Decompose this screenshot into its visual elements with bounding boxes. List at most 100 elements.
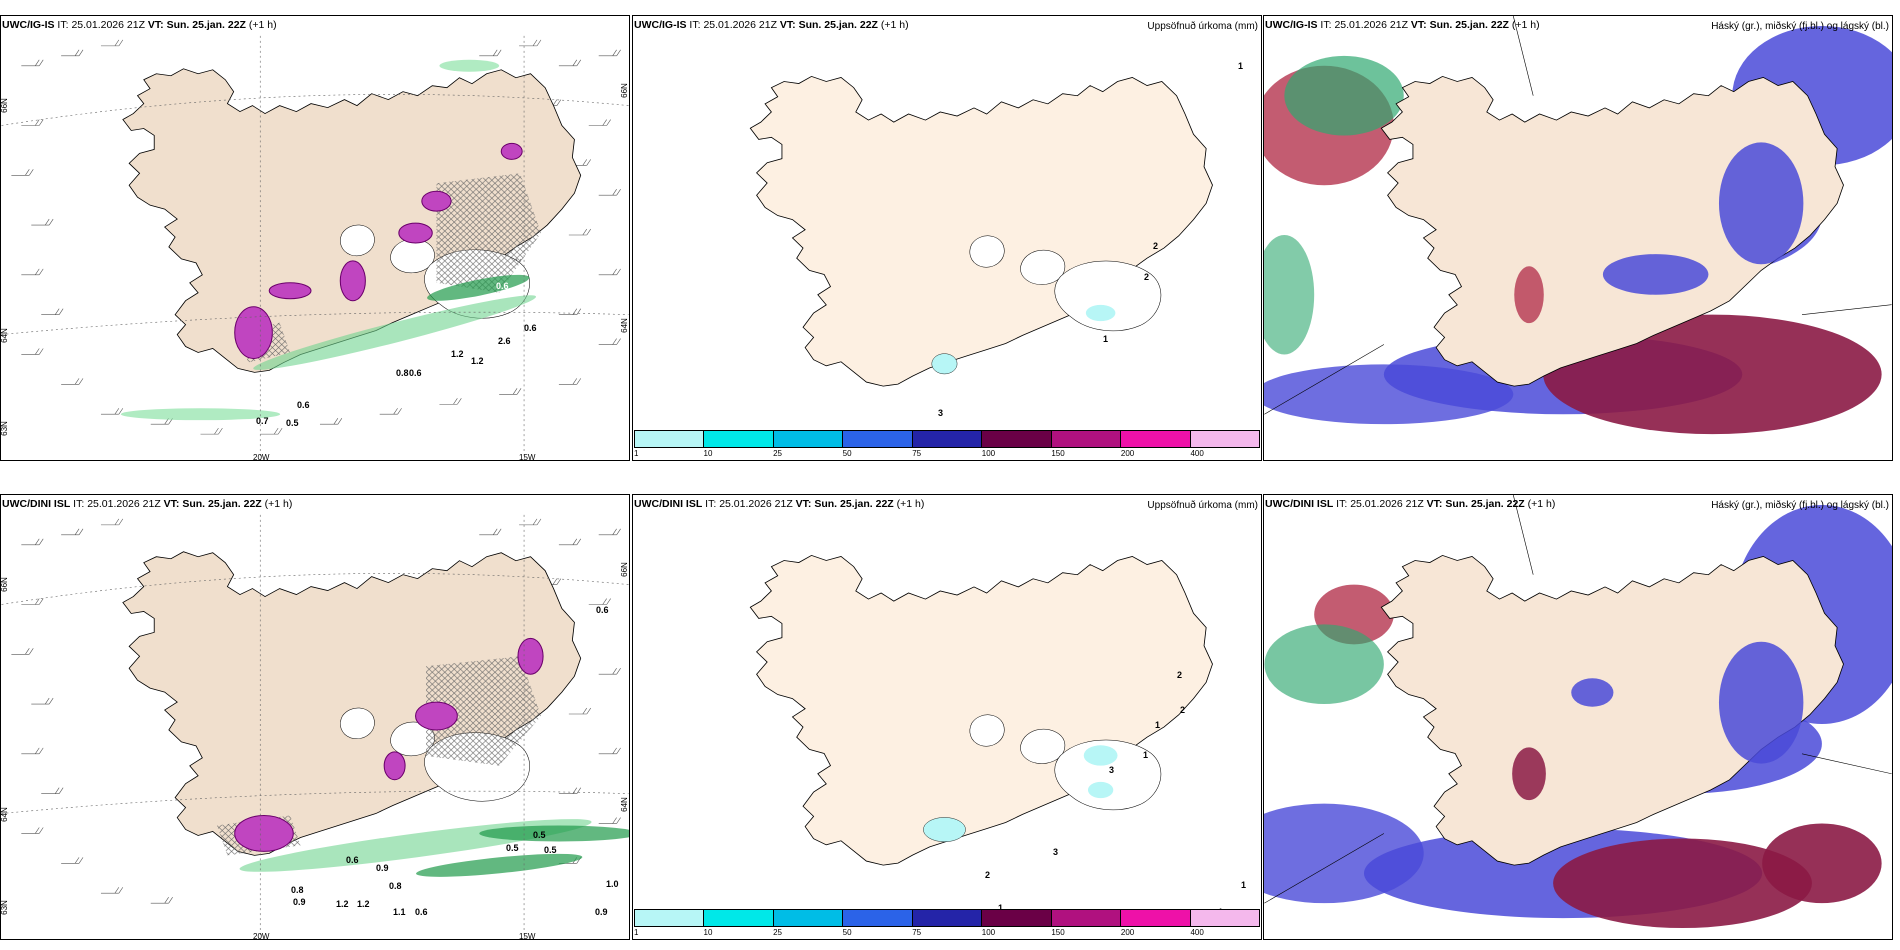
panel-top-precip: UWC/IG-IS IT: 25.01.2026 21Z VT: Sun. 25… <box>632 15 1262 461</box>
panel-top-clouds: UWC/IG-IS IT: 25.01.2026 21Z VT: Sun. 25… <box>1263 15 1893 461</box>
legend-tick-label: 100 <box>981 928 996 937</box>
precip-value: 2 <box>1180 705 1186 715</box>
vt-label: VT: <box>163 498 180 510</box>
legend-swatch <box>982 431 1052 447</box>
it-label: IT: <box>1320 19 1332 31</box>
legend-colorbar <box>634 430 1260 448</box>
legend-tick-label: 10 <box>703 928 713 937</box>
value-label: 0.6 <box>496 281 509 291</box>
lead-time: (+1 h) <box>880 19 909 31</box>
lon-label-20: 20W <box>253 932 270 940</box>
precip-value: 3 <box>1053 847 1059 857</box>
vt-value: Sun. 25.jan. 22Z <box>1429 19 1509 31</box>
legend-swatch <box>1121 910 1191 926</box>
legend-swatch <box>1121 431 1191 447</box>
legend-tick-label: 10 <box>703 449 713 458</box>
value-label: 1.2 <box>357 899 370 909</box>
vt-label: VT: <box>795 498 812 510</box>
vt-value: Sun. 25.jan. 22Z <box>166 19 246 31</box>
value-label: 0.8 <box>291 885 304 895</box>
legend-tick-label: 200 <box>1120 449 1135 458</box>
legend-tick-label: 400 <box>1190 928 1204 937</box>
value-label: 1.2 <box>336 899 349 909</box>
value-label: 0.5 <box>286 418 299 428</box>
panel-bottom-precip: UWC/DINI ISL IT: 25.01.2026 21Z VT: Sun.… <box>632 494 1262 940</box>
lat-label-66: 66N <box>0 98 9 113</box>
value-label: 0.5 <box>533 830 546 840</box>
lat-label-63: 63N <box>0 900 9 915</box>
legend-swatch <box>1190 910 1259 926</box>
lat-label-63: 63N <box>0 421 9 436</box>
value-label: 0.5 <box>544 845 557 855</box>
legend-swatch <box>773 431 844 447</box>
legend-swatch <box>1051 910 1122 926</box>
vt-label: VT: <box>1410 19 1427 31</box>
value-label: 0.6 <box>346 855 359 865</box>
legend-swatch <box>704 910 774 926</box>
legend-labels: 1 10 25 50 75 100 150 200 400 <box>634 928 1260 938</box>
vt-label: VT: <box>1426 498 1443 510</box>
precip-value: 3 <box>938 408 944 418</box>
value-label: 0.9 <box>376 863 389 873</box>
value-label: 0.6 <box>297 400 310 410</box>
legend-tick-label: 75 <box>912 449 922 458</box>
vt-value: Sun. 25.jan. 22Z <box>1445 498 1525 510</box>
value-label: 0.9 <box>293 897 306 907</box>
lat-label-66-right: 66N <box>619 562 629 577</box>
vt-label: VT: <box>147 19 164 31</box>
header-bottom-middle: UWC/DINI ISL IT: 25.01.2026 21Z VT: Sun.… <box>634 498 924 510</box>
cloud-title: Háský (gr.), miðský (fj.bl.) og lágský (… <box>1711 500 1889 511</box>
lat-label-64-right: 64N <box>619 797 629 812</box>
legend-swatch <box>843 910 913 926</box>
precip-value: 1 <box>1143 750 1149 760</box>
value-label: 0.5 <box>506 843 519 853</box>
value-label: 0.6 <box>415 907 428 917</box>
it-label: IT: <box>705 498 717 510</box>
legend-swatch <box>635 431 705 447</box>
lon-label-15: 15W <box>519 453 536 461</box>
model-name: UWC/DINI ISL <box>2 498 71 510</box>
value-label: 0.7 <box>256 416 269 426</box>
legend-swatch <box>843 431 913 447</box>
legend-swatch <box>982 910 1052 926</box>
header-bottom-right: UWC/DINI ISL IT: 25.01.2026 21Z VT: Sun.… <box>1265 498 1555 510</box>
vt-label: VT: <box>779 19 796 31</box>
precip-value: 1 <box>1103 334 1109 344</box>
precip-map-top <box>749 75 1214 387</box>
value-label: 0.9 <box>595 907 608 917</box>
wind-precip-map-bottom <box>1 514 629 939</box>
legend-tick-label: 75 <box>912 928 922 937</box>
value-label: 1.2 <box>471 356 484 366</box>
cloud-map-top <box>1264 16 1892 460</box>
legend-swatch <box>1051 431 1122 447</box>
value-label: 0.6 <box>409 368 422 378</box>
lat-label-66: 66N <box>0 577 9 592</box>
legend-tick-label: 25 <box>773 928 783 937</box>
value-label: 2.6 <box>498 336 511 346</box>
lon-label-15: 15W <box>519 932 536 940</box>
lat-label-64: 64N <box>0 807 9 822</box>
lat-label-64: 64N <box>0 328 9 343</box>
precip-value: 3 <box>1109 765 1115 775</box>
model-name: UWC/IG-IS <box>2 19 55 31</box>
legend-tick-label: 150 <box>1051 928 1065 937</box>
model-name: UWC/IG-IS <box>634 19 687 31</box>
value-label: 1.2 <box>451 349 464 359</box>
it-value: 25.01.2026 21Z <box>71 19 145 31</box>
it-value: 25.01.2026 21Z <box>1350 498 1424 510</box>
model-name: UWC/IG-IS <box>1265 19 1318 31</box>
legend-swatch <box>1190 431 1259 447</box>
panel-top-wind-precip: UWC/IG-IS IT: 25.01.2026 21Z VT: Sun. 25… <box>0 15 630 461</box>
value-label: 0.6 <box>524 323 537 333</box>
legend-tick-label: 100 <box>981 449 996 458</box>
value-label: 0.8 <box>396 368 409 378</box>
it-label: IT: <box>1336 498 1348 510</box>
precip-value: 1 <box>1238 61 1244 71</box>
legend-tick-label: 150 <box>1051 449 1065 458</box>
wind-precip-map-top <box>1 35 629 460</box>
it-value: 25.01.2026 21Z <box>703 19 777 31</box>
model-name: UWC/DINI ISL <box>634 498 703 510</box>
legend-tick-label: 50 <box>842 928 852 937</box>
legend-swatch <box>912 910 983 926</box>
precip-value: 2 <box>1177 670 1183 680</box>
